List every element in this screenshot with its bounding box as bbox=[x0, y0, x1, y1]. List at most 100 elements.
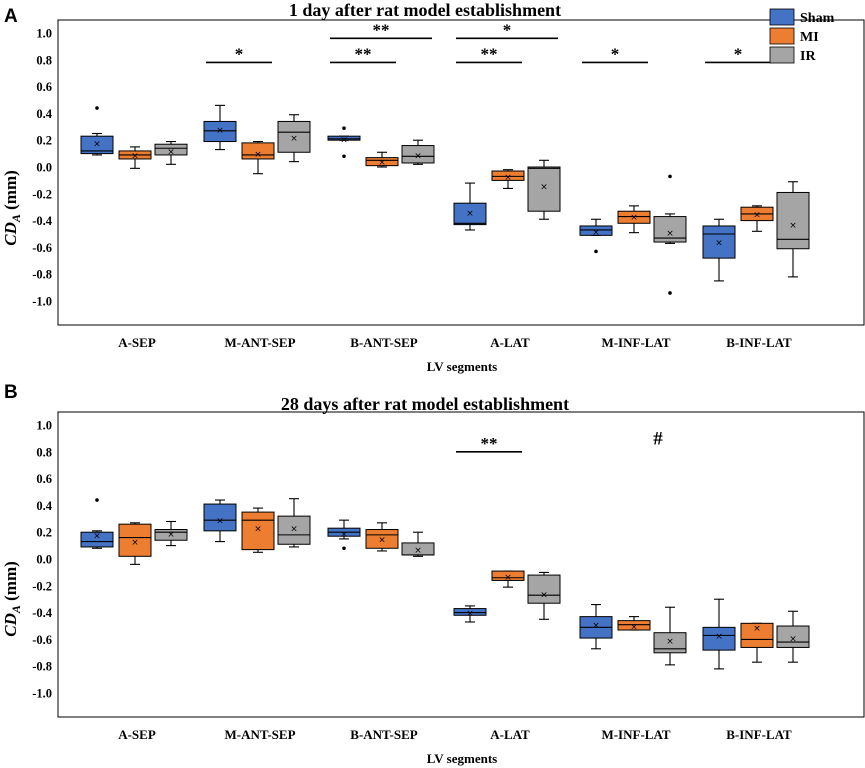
significance-label: * bbox=[611, 44, 620, 63]
panel-b-y-label-sub: A bbox=[9, 605, 23, 614]
box-ir: × bbox=[401, 139, 435, 165]
mean-marker: × bbox=[167, 530, 175, 540]
panel-b-x-category-label: B-INF-LAT bbox=[726, 727, 792, 742]
panel-b-annotations: ** # bbox=[456, 428, 663, 453]
outlier-point bbox=[95, 498, 99, 502]
panel-a-annotations: * ******** * bbox=[206, 20, 771, 63]
outlier-point bbox=[95, 106, 99, 110]
mean-marker: × bbox=[715, 239, 723, 249]
box-ir: × bbox=[653, 606, 687, 666]
panel-b-y-tick-label: 0.6 bbox=[36, 472, 52, 486]
panel-b-y-tick-label: 0.0 bbox=[36, 553, 52, 567]
panel-b-y-tick-label: 0.4 bbox=[36, 499, 52, 513]
box-iqr bbox=[617, 620, 651, 631]
panel-b-boxes: × × × × × × × × × × × × × × × × × × bbox=[80, 498, 810, 670]
mean-marker: × bbox=[290, 134, 298, 144]
box-mi: × bbox=[617, 205, 651, 234]
panel-b-x-category-label: B-ANT-SEP bbox=[350, 727, 417, 742]
panel-b-y-label-main: CD bbox=[1, 613, 20, 637]
panel-a-y-tick-label: -1.0 bbox=[32, 295, 52, 309]
panel-b-title: 28 days after rat model establishment bbox=[281, 394, 569, 414]
mean-marker: × bbox=[466, 609, 474, 619]
panel-b-y-label-unit: (mm) bbox=[1, 561, 20, 605]
box-iqr bbox=[203, 120, 237, 143]
box-ir: × bbox=[527, 159, 561, 220]
box-iqr bbox=[80, 531, 114, 548]
box-sham: × bbox=[579, 604, 613, 650]
legend: Sham MI IR bbox=[769, 8, 835, 64]
mean-marker: × bbox=[131, 151, 139, 161]
box-iqr bbox=[702, 225, 736, 259]
mean-marker: × bbox=[753, 210, 761, 220]
box-iqr bbox=[80, 135, 114, 155]
box-sham: × bbox=[203, 104, 237, 151]
mean-marker: × bbox=[666, 229, 674, 239]
box-iqr bbox=[154, 529, 188, 541]
significance-hash: # bbox=[653, 428, 663, 449]
mean-marker: × bbox=[504, 573, 512, 583]
mean-marker: × bbox=[715, 632, 723, 642]
box-sham: × bbox=[327, 126, 361, 159]
mean-marker: × bbox=[540, 182, 548, 192]
panel-b-y-tick-label: 0.8 bbox=[36, 445, 52, 459]
box-iqr bbox=[277, 515, 311, 545]
box-iqr bbox=[365, 529, 399, 549]
panel-b-x-category-label: A-LAT bbox=[490, 727, 530, 742]
panel-a-x-category-label: A-SEP bbox=[118, 335, 156, 350]
box-iqr bbox=[154, 143, 188, 156]
outlier-point bbox=[342, 154, 346, 159]
significance-label: * bbox=[734, 44, 743, 63]
legend-label-ir: IR bbox=[800, 49, 816, 64]
panel-b-x-categories: A-SEP M-ANT-SEP B-ANT-SEP A-LAT M-INF-LAT B-I… bbox=[118, 727, 792, 742]
box-iqr bbox=[702, 626, 736, 651]
mean-marker: × bbox=[167, 147, 175, 157]
box-iqr bbox=[365, 157, 399, 167]
panel-a-y-axis-label: CDA (mm) bbox=[1, 170, 23, 246]
box-iqr bbox=[401, 145, 435, 164]
panel-a-y-tick-label: 0.6 bbox=[36, 80, 52, 94]
mean-marker: × bbox=[340, 530, 348, 540]
significance-label: * bbox=[235, 44, 244, 63]
box-ir: × bbox=[527, 571, 561, 620]
significance-label: ** bbox=[355, 44, 372, 63]
box-mi: × bbox=[118, 146, 152, 169]
box-iqr bbox=[527, 574, 561, 604]
panel-b-y-tick-label: 0.2 bbox=[36, 526, 52, 540]
mean-marker: × bbox=[254, 150, 262, 160]
mean-marker: × bbox=[630, 213, 638, 223]
box-iqr bbox=[527, 166, 561, 212]
panel-a-y-label-sub: A bbox=[9, 214, 23, 223]
panel-a-y-label-unit: (mm) bbox=[1, 170, 20, 214]
panel-a-x-categories: A-SEP M-ANT-SEP B-ANT-SEP A-LAT M-INF-LAT B-I… bbox=[118, 335, 792, 350]
panel-a-letter: A bbox=[4, 6, 18, 27]
panel-a-y-tick-label: 0.8 bbox=[36, 53, 52, 67]
panel-b-y-tick-label: -0.8 bbox=[32, 660, 52, 674]
box-ir: × bbox=[653, 174, 687, 295]
mean-marker: × bbox=[540, 590, 548, 600]
panel-a-x-category-label: A-LAT bbox=[490, 335, 530, 350]
box-iqr bbox=[579, 225, 613, 236]
panel-a: A 1 day after rat model establishment LV… bbox=[1, 0, 865, 374]
panel-a-x-category-label: B-INF-LAT bbox=[726, 335, 792, 350]
panel-a-y-tick-label: -0.8 bbox=[32, 268, 52, 282]
panel-b-letter: B bbox=[4, 382, 18, 403]
box-ir: × bbox=[154, 520, 188, 547]
panel-a-y-label-main: CD bbox=[1, 222, 20, 246]
panel-a-x-category-label: M-ANT-SEP bbox=[224, 335, 295, 350]
legend-label-mi: MI bbox=[800, 30, 819, 45]
box-ir: × bbox=[277, 114, 311, 163]
outlier-point bbox=[594, 249, 598, 254]
significance-label: ** bbox=[373, 20, 390, 39]
outlier-point bbox=[668, 291, 672, 295]
box-iqr bbox=[453, 608, 487, 616]
box-sham: × bbox=[702, 218, 736, 282]
box-mi: × bbox=[491, 570, 525, 588]
panel-a-boxes: × × × × × × × × × × × × × × × × × × bbox=[80, 104, 810, 295]
box-iqr bbox=[740, 622, 774, 648]
panel-b-y-tick-label: -0.4 bbox=[32, 606, 53, 620]
legend-label-sham: Sham bbox=[800, 11, 835, 26]
box-mi: × bbox=[241, 507, 275, 553]
outlier-point bbox=[668, 174, 672, 179]
box-ir: × bbox=[776, 610, 810, 663]
mean-marker: × bbox=[630, 623, 638, 633]
